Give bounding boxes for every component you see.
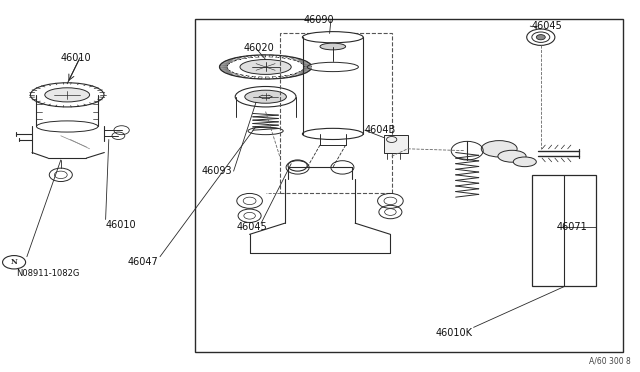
Ellipse shape [481,141,517,157]
Text: 4604B: 4604B [365,125,396,135]
Bar [384,135,408,153]
Circle shape [286,161,309,174]
Text: 46020: 46020 [243,44,274,53]
Ellipse shape [220,55,312,79]
Text: 46010: 46010 [106,220,136,230]
Text: 46045: 46045 [237,222,268,232]
Text: 46093: 46093 [202,166,232,176]
Text: 46010K: 46010K [435,328,472,338]
Ellipse shape [45,88,90,102]
Bar [532,175,596,286]
Text: 46047: 46047 [128,257,159,267]
Text: N: N [11,258,17,266]
Circle shape [3,256,26,269]
Bar [195,19,623,352]
Ellipse shape [36,121,98,132]
Ellipse shape [248,127,283,135]
Ellipse shape [498,150,526,162]
Ellipse shape [513,157,536,167]
Circle shape [49,168,72,182]
Circle shape [527,29,555,45]
Circle shape [536,35,545,40]
Circle shape [331,161,354,174]
Bar [280,33,392,193]
Ellipse shape [303,32,364,43]
Text: 46090: 46090 [304,16,335,25]
Ellipse shape [303,128,364,140]
Ellipse shape [31,83,104,107]
Text: N08911-1082G: N08911-1082G [16,269,79,278]
Ellipse shape [240,60,291,74]
Ellipse shape [320,43,346,50]
Text: 46045: 46045 [531,21,562,31]
Text: 46010: 46010 [61,53,92,62]
Ellipse shape [235,86,296,107]
Text: A/60 300 8: A/60 300 8 [589,356,630,365]
Ellipse shape [307,62,358,71]
Ellipse shape [244,90,287,103]
Text: 46071: 46071 [557,222,588,232]
